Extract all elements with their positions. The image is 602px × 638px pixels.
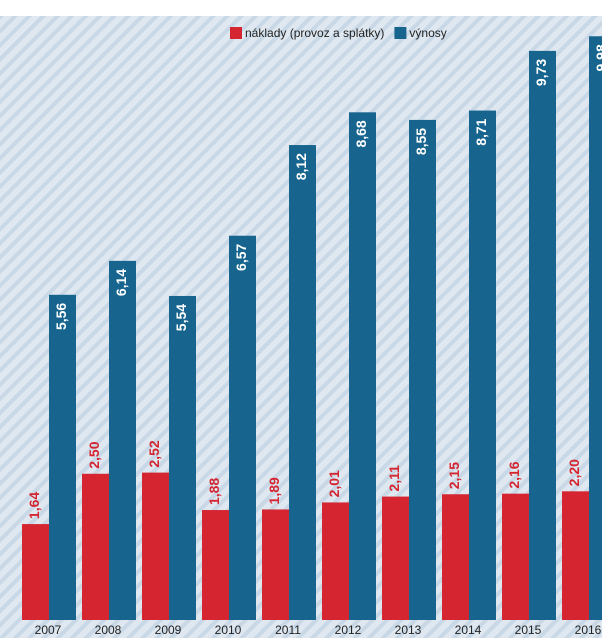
- bar: [502, 493, 529, 620]
- value-label: 8,68: [353, 120, 369, 147]
- bar: [202, 510, 229, 620]
- x-tick-label: 2013: [395, 623, 422, 637]
- bar: [289, 145, 316, 620]
- value-label: 8,55: [413, 128, 429, 155]
- value-label: 9,73: [533, 59, 549, 86]
- legend-swatch: [394, 27, 407, 39]
- x-tick-label: 2010: [215, 623, 242, 637]
- legend-swatch: [230, 27, 242, 39]
- value-label: 8,12: [293, 153, 309, 180]
- legend-label: výnosy: [409, 26, 446, 40]
- bar: [442, 494, 469, 620]
- value-label: 1,88: [206, 478, 222, 505]
- bar: [49, 294, 76, 620]
- value-label: 2,11: [386, 465, 402, 492]
- value-label: 2,52: [146, 440, 162, 467]
- value-label: 9,98: [593, 44, 602, 71]
- bar: [262, 509, 289, 620]
- x-tick-label: 2008: [95, 623, 122, 637]
- value-label: 8,71: [473, 118, 489, 145]
- x-tick-label: 2016: [575, 623, 602, 637]
- bar: [382, 496, 409, 620]
- bar: [469, 110, 496, 620]
- value-label: 5,54: [173, 304, 189, 331]
- bar: [109, 260, 136, 620]
- value-label: 2,16: [506, 461, 522, 488]
- legend: náklady (provoz a splátky) výnosy: [230, 26, 447, 40]
- legend-label: náklady (provoz a splátky): [245, 26, 384, 40]
- bar: [562, 491, 589, 620]
- value-label: 1,64: [26, 492, 42, 519]
- bar: [169, 295, 196, 620]
- x-tick-label: 2009: [155, 623, 182, 637]
- value-label: 2,15: [446, 462, 462, 489]
- value-label: 6,57: [233, 244, 249, 271]
- value-label: 2,50: [86, 441, 102, 468]
- x-tick-label: 2007: [35, 623, 62, 637]
- bar: [409, 119, 436, 620]
- bar: [322, 502, 349, 620]
- x-tick-label: 2014: [455, 623, 482, 637]
- x-tick-label: 2011: [275, 623, 301, 637]
- bar: [529, 50, 556, 621]
- value-label: 2,01: [326, 470, 342, 497]
- bar: [82, 473, 109, 620]
- value-label: 2,20: [566, 459, 582, 486]
- bar: [142, 472, 169, 620]
- value-label: 1,89: [266, 477, 282, 504]
- bar: [229, 235, 256, 620]
- bar: [589, 36, 602, 620]
- bar: [349, 112, 376, 621]
- value-label: 5,56: [53, 303, 69, 330]
- x-tick-label: 2015: [515, 623, 542, 637]
- x-tick-label: 2012: [335, 623, 362, 637]
- title-band: [0, 0, 602, 16]
- bar: [22, 524, 49, 620]
- value-label: 6,14: [113, 269, 129, 296]
